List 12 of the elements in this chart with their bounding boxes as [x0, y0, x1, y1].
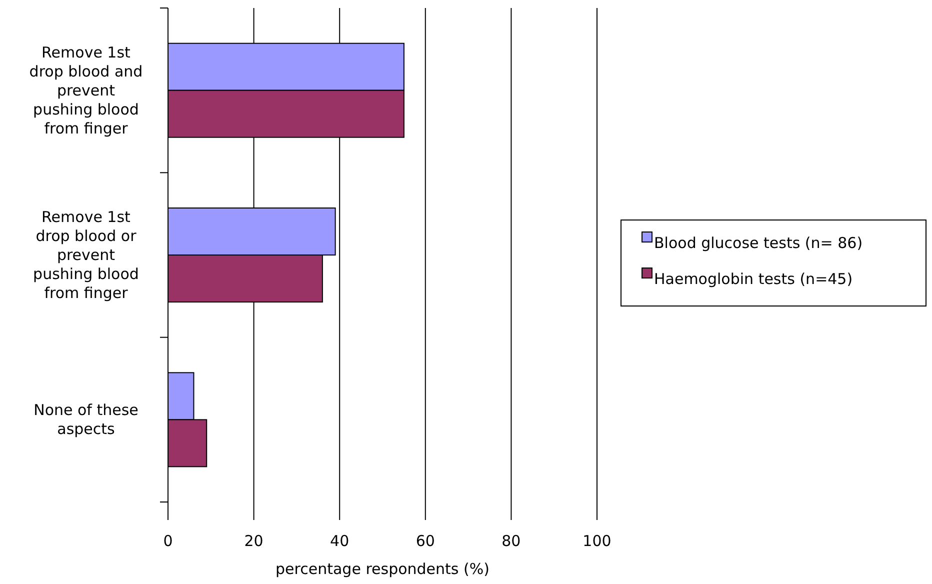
x-tick-label: 40: [330, 532, 350, 550]
x-tick-label: 100: [582, 532, 612, 550]
y-tick-label: None of these aspects: [34, 401, 138, 438]
legend-label: Haemoglobin tests (n=45): [654, 270, 853, 288]
legend-label: Blood glucose tests (n= 86): [654, 234, 863, 252]
x-axis-title: percentage respondents (%): [276, 560, 490, 578]
x-tick-label: 20: [244, 532, 264, 550]
x-tick-label: 0: [163, 532, 173, 550]
x-tick-label: 60: [416, 532, 435, 550]
x-tick-label: 80: [502, 532, 521, 550]
y-tick-label: Remove 1st drop blood or prevent pushing blood from finger: [33, 208, 139, 302]
y-tick-label: Remove 1st drop blood and prevent pushing blood from finger: [29, 43, 143, 138]
